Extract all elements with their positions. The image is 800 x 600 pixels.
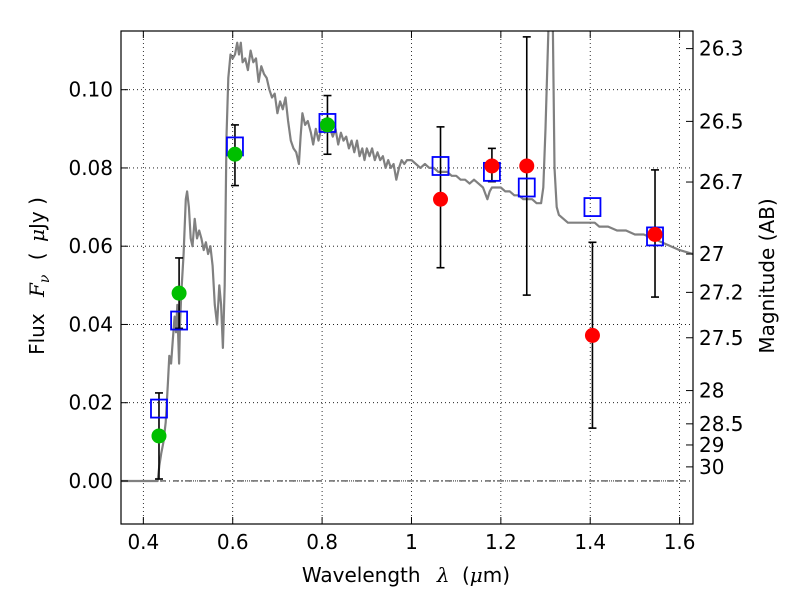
model-photometry-square xyxy=(170,310,188,331)
x-axis-symbol: λ xyxy=(436,563,450,587)
axis-ticks: 0.4 0.6 0.8 1 1.2 1.4 1.6 0.00 0.02 0.04 0.06 0.08 0… xyxy=(68,31,744,554)
y-tick-label: 0.00 xyxy=(68,469,113,493)
model-sed-series xyxy=(121,31,693,483)
mag-tick-label: 27 xyxy=(699,242,724,266)
y-axis-symbol: F xyxy=(25,282,49,298)
x-axis-unit-open: ( xyxy=(462,563,470,587)
photometry-points xyxy=(150,113,664,444)
mag-tick-label: 27.5 xyxy=(699,326,744,350)
mag-tick-label: 28 xyxy=(699,379,724,403)
y-axis-title-text: Flux xyxy=(25,313,49,355)
observed-nir-point xyxy=(519,158,535,174)
model-photometry-square xyxy=(431,156,450,176)
x-axis-unit-rest: m) xyxy=(483,563,510,587)
y-axis-subscript: ν xyxy=(37,274,53,283)
observed-nir-point xyxy=(433,191,449,207)
y2-axis-title: Magnitude (AB) xyxy=(755,198,779,353)
observed-optical-point xyxy=(151,428,167,444)
x-tick-label: 0.8 xyxy=(306,530,338,554)
mag-tick-label: 28.5 xyxy=(699,412,744,436)
observed-nir-point xyxy=(647,226,663,242)
x-axis-title: Wavelength λ (μm) xyxy=(302,563,510,587)
mag-tick-label: 26.7 xyxy=(699,170,744,194)
observed-optical-point xyxy=(171,285,187,301)
y-tick-label: 0.10 xyxy=(68,78,113,102)
mag-tick-label: 29 xyxy=(699,433,724,457)
x-axis-unit-mu: μ xyxy=(470,563,483,587)
x-tick-label: 0.6 xyxy=(217,530,249,554)
grid xyxy=(121,31,693,524)
y-axis-unit-rest: Jy ) xyxy=(25,197,49,231)
y-tick-label: 0.02 xyxy=(68,391,113,415)
x-tick-label: 1.4 xyxy=(574,530,606,554)
model-photometry-square xyxy=(150,398,168,419)
mag-tick-label: 26.3 xyxy=(699,37,744,61)
y-tick-label: 0.08 xyxy=(68,156,113,180)
model-photometry-square xyxy=(517,177,536,198)
error-bars xyxy=(154,36,660,480)
x-tick-label: 0.4 xyxy=(127,530,159,554)
y-axis-unit-mu: μ xyxy=(25,229,49,242)
x-tick-label: 1 xyxy=(405,530,418,554)
x-tick-label: 1.6 xyxy=(664,530,696,554)
model-photometry-square xyxy=(583,197,602,217)
observed-nir-point xyxy=(484,158,500,174)
observed-optical-point xyxy=(227,146,243,162)
y-tick-label: 0.06 xyxy=(68,234,113,258)
x-axis-title-text: Wavelength xyxy=(302,563,421,587)
observed-nir-point xyxy=(584,327,600,343)
mag-tick-label: 26.5 xyxy=(699,109,744,133)
model-sed-line xyxy=(121,31,693,483)
y-axis-unit-open: ( xyxy=(25,252,49,260)
x-tick-label: 1.2 xyxy=(485,530,517,554)
mag-tick-label: 30 xyxy=(699,455,724,479)
mag-tick-label: 27.2 xyxy=(699,280,744,304)
observed-optical-point xyxy=(319,117,335,133)
plot-frame xyxy=(120,30,694,525)
y-tick-label: 0.04 xyxy=(68,312,113,336)
y-axis-title: Flux Fν ( μJy ) xyxy=(25,197,54,355)
